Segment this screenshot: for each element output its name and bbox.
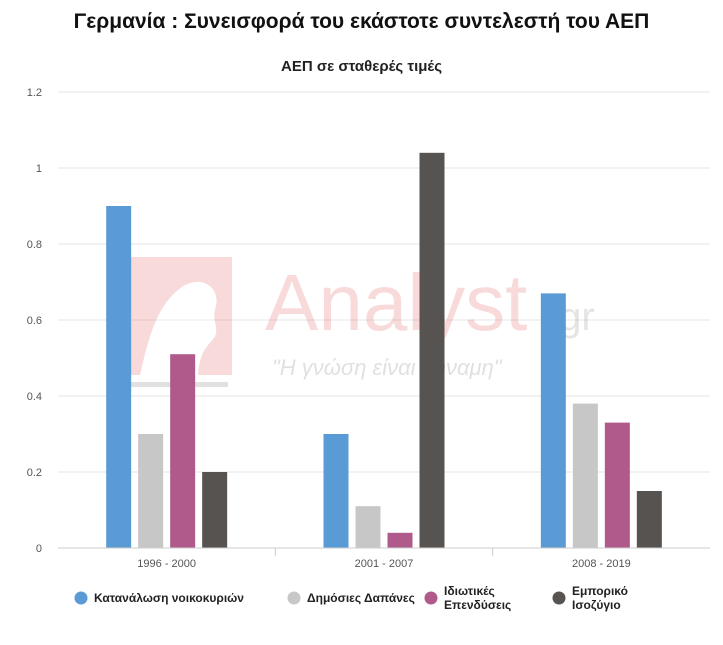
legend-marker (552, 591, 566, 605)
legend-label: Εμπορικό (572, 584, 628, 598)
legend-label: Επενδύσεις (444, 598, 511, 612)
bar (355, 506, 381, 548)
x-tick-label: 1996 - 2000 (137, 558, 196, 570)
bar (419, 152, 445, 549)
watermark-tagline: "Η γνώση είναι δύναμη" (272, 355, 503, 380)
bar (106, 206, 132, 548)
legend-marker (287, 591, 301, 605)
bar (170, 354, 196, 548)
y-tick-label: 0.4 (27, 391, 42, 403)
y-tick-label: 1 (36, 163, 42, 175)
legend-label: Δημόσιες Δαπάνες (307, 591, 415, 605)
bar (138, 434, 164, 548)
bar (572, 403, 598, 548)
x-tick-label: 2008 - 2019 (572, 558, 631, 570)
bar (604, 422, 630, 548)
legend-marker (74, 591, 88, 605)
y-tick-label: 0 (36, 543, 42, 555)
legend-label: Κατανάλωση νοικοκυριών (94, 591, 244, 605)
axes: 0 0.2 0.4 0.6 0.8 1 1.2 1996 - 2000 2001 - 2007 2… (27, 87, 710, 570)
y-tick-label: 0.6 (27, 315, 42, 327)
grid-lines (58, 91, 710, 473)
bars (106, 152, 662, 549)
legend-label: Ισοζύγιο (572, 598, 621, 612)
bar (636, 491, 662, 548)
bar (387, 532, 413, 548)
legend: Κατανάλωση νοικοκυριών Δημόσιες Δαπάνες Ιδ… (74, 584, 628, 612)
chart-subtitle: ΑΕΠ σε σταθερές τιμές (281, 58, 442, 75)
legend-label: Ιδιωτικές (444, 584, 495, 598)
bar (202, 472, 228, 548)
bar (323, 434, 349, 548)
bar (540, 293, 566, 548)
watermark-head-icon (140, 281, 217, 375)
y-tick-label: 0.2 (27, 467, 42, 479)
x-tick-label: 2001 - 2007 (355, 558, 414, 570)
y-tick-label: 0.8 (27, 239, 42, 251)
chart-title: Γερμανία : Συνεισφορά του εκάστοτε συντε… (73, 10, 650, 33)
watermark-brand: Analyst (265, 258, 527, 347)
y-tick-label: 1.2 (27, 87, 42, 99)
legend-marker (424, 591, 438, 605)
